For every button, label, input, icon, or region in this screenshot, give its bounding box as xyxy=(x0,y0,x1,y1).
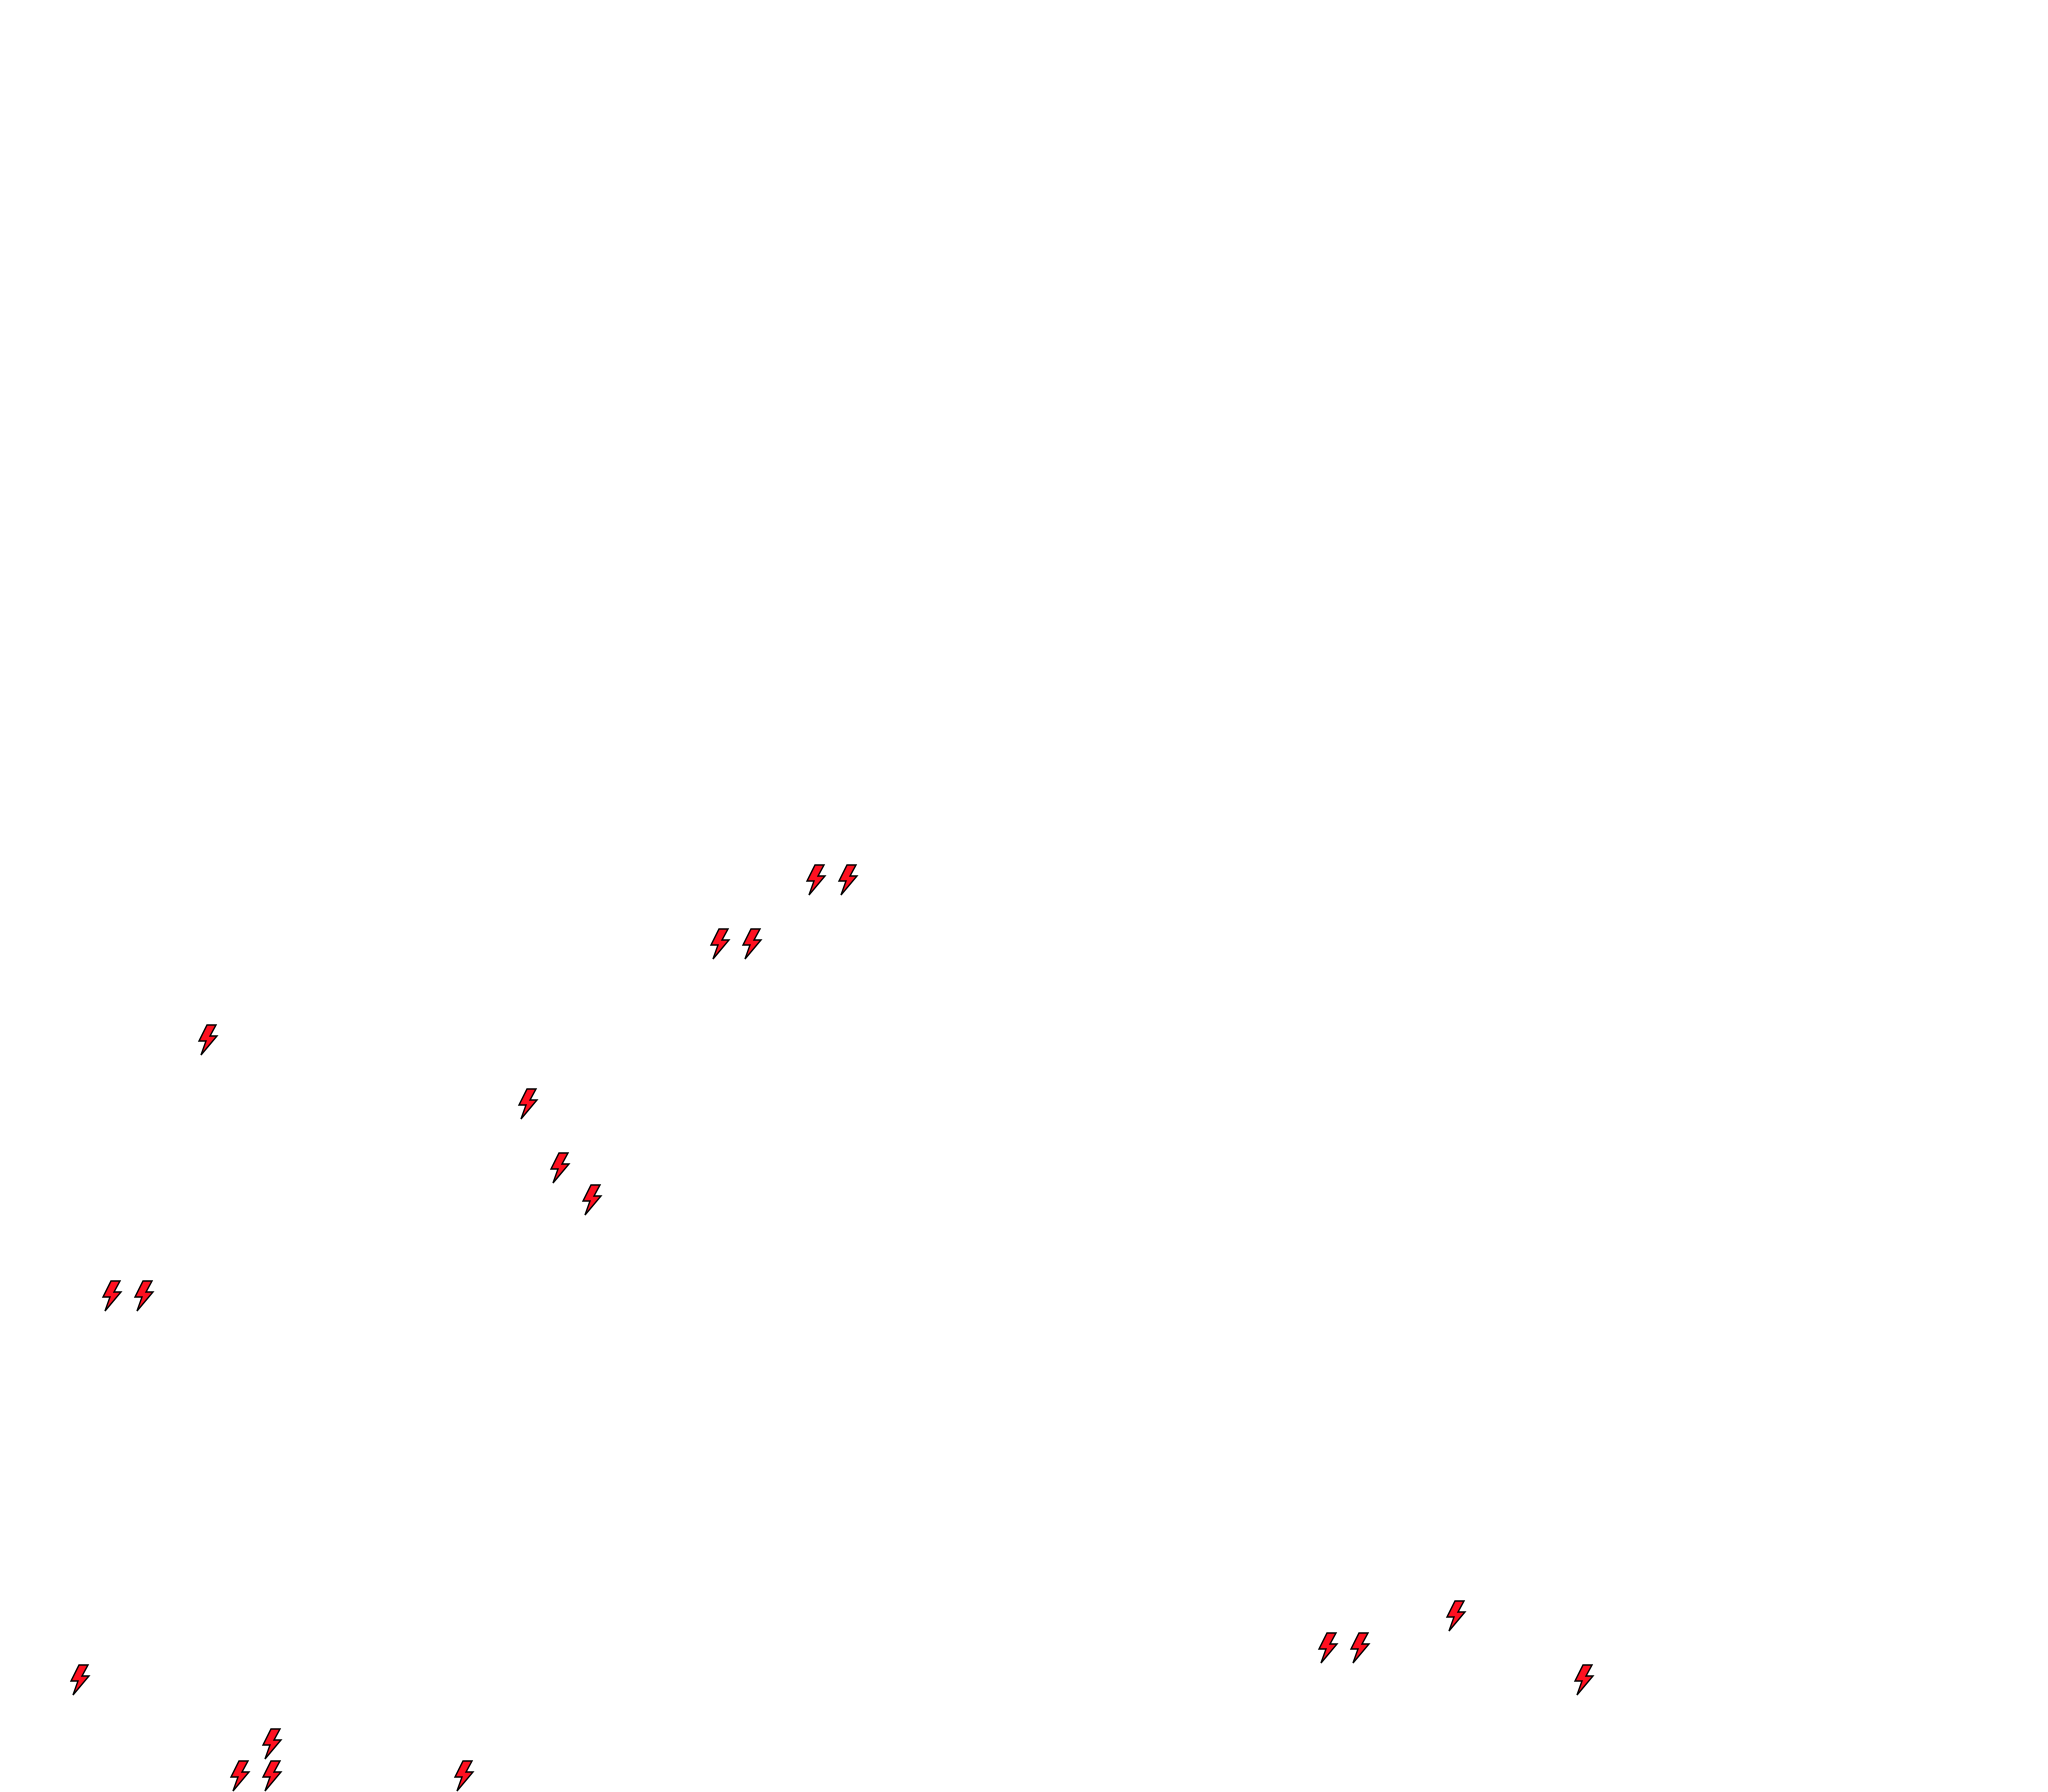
lightning-bolt-icon xyxy=(832,864,864,896)
lightning-bolt-icon xyxy=(736,928,768,960)
lightning-bolt-icon xyxy=(1568,1664,1600,1696)
lightning-bolt-icon xyxy=(704,928,736,960)
lightning-bolt-icon xyxy=(256,1728,288,1760)
lightning-bolt-icon xyxy=(448,1760,480,1792)
lightning-bolt-icon xyxy=(544,1152,576,1184)
lightning-bolt-icon xyxy=(192,1024,224,1056)
lightning-bolt-icon xyxy=(800,864,832,896)
lightning-bolt-icon xyxy=(576,1184,608,1216)
lightning-bolt-icon xyxy=(1312,1632,1344,1664)
lightning-bolt-icon xyxy=(1440,1600,1472,1632)
lightning-bolt-icon xyxy=(256,1760,288,1792)
lightning-bolt-icon xyxy=(1344,1632,1376,1664)
lightning-bolt-icon xyxy=(512,1088,544,1120)
lightning-bolt-icon xyxy=(64,1664,96,1696)
lightning-bolt-icon xyxy=(224,1760,256,1792)
lightning-bolt-icon xyxy=(96,1280,128,1312)
lightning-bolt-icon xyxy=(128,1280,160,1312)
